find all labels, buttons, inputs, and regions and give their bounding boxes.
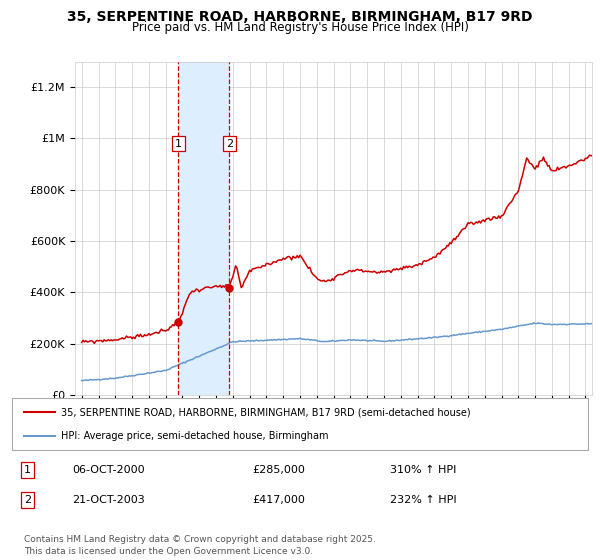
Bar xyxy=(178,62,229,395)
Text: 06-OCT-2000: 06-OCT-2000 xyxy=(72,465,145,475)
Text: 35, SERPENTINE ROAD, HARBORNE, BIRMINGHAM, B17 9RD: 35, SERPENTINE ROAD, HARBORNE, BIRMINGHA… xyxy=(67,10,533,24)
Text: 232% ↑ HPI: 232% ↑ HPI xyxy=(390,495,457,505)
Text: 1: 1 xyxy=(24,465,31,475)
Text: 1: 1 xyxy=(175,139,182,148)
Text: Price paid vs. HM Land Registry's House Price Index (HPI): Price paid vs. HM Land Registry's House … xyxy=(131,21,469,34)
Text: HPI: Average price, semi-detached house, Birmingham: HPI: Average price, semi-detached house,… xyxy=(61,431,328,441)
Text: £417,000: £417,000 xyxy=(252,495,305,505)
Text: £285,000: £285,000 xyxy=(252,465,305,475)
Text: 310% ↑ HPI: 310% ↑ HPI xyxy=(390,465,457,475)
Text: 2: 2 xyxy=(226,139,233,148)
Text: 35, SERPENTINE ROAD, HARBORNE, BIRMINGHAM, B17 9RD (semi-detached house): 35, SERPENTINE ROAD, HARBORNE, BIRMINGHA… xyxy=(61,407,470,417)
Text: Contains HM Land Registry data © Crown copyright and database right 2025.
This d: Contains HM Land Registry data © Crown c… xyxy=(24,535,376,556)
Text: 21-OCT-2003: 21-OCT-2003 xyxy=(72,495,145,505)
FancyBboxPatch shape xyxy=(12,398,588,450)
Text: 2: 2 xyxy=(24,495,31,505)
